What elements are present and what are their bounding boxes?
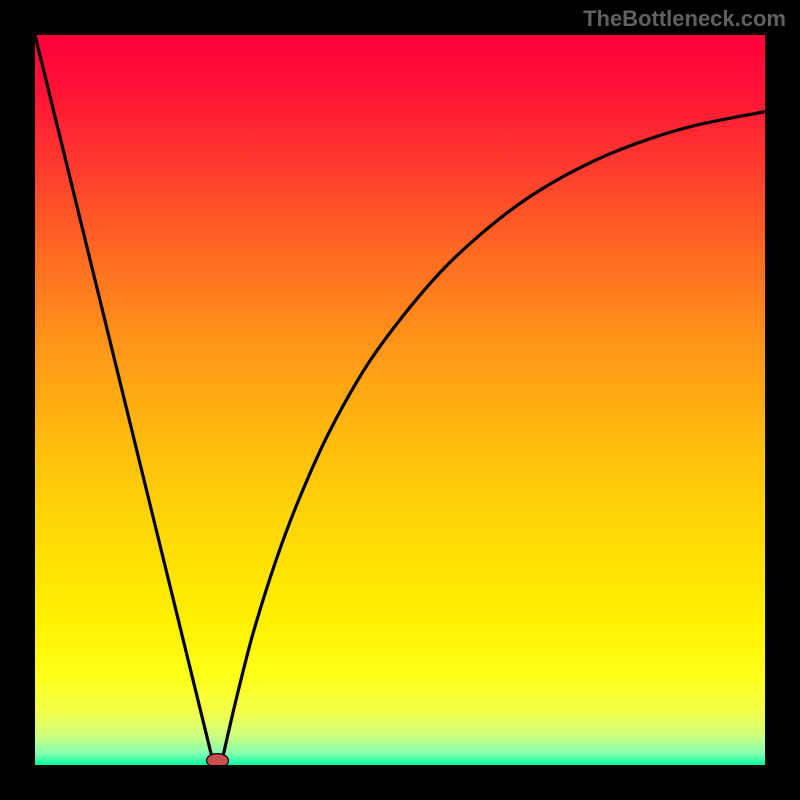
plot-area bbox=[35, 35, 765, 765]
gradient-background bbox=[35, 35, 765, 765]
watermark-text: TheBottleneck.com bbox=[583, 6, 786, 32]
chart-container: TheBottleneck.com bbox=[0, 0, 800, 800]
chart-svg bbox=[35, 35, 765, 765]
optimum-marker bbox=[207, 754, 229, 765]
